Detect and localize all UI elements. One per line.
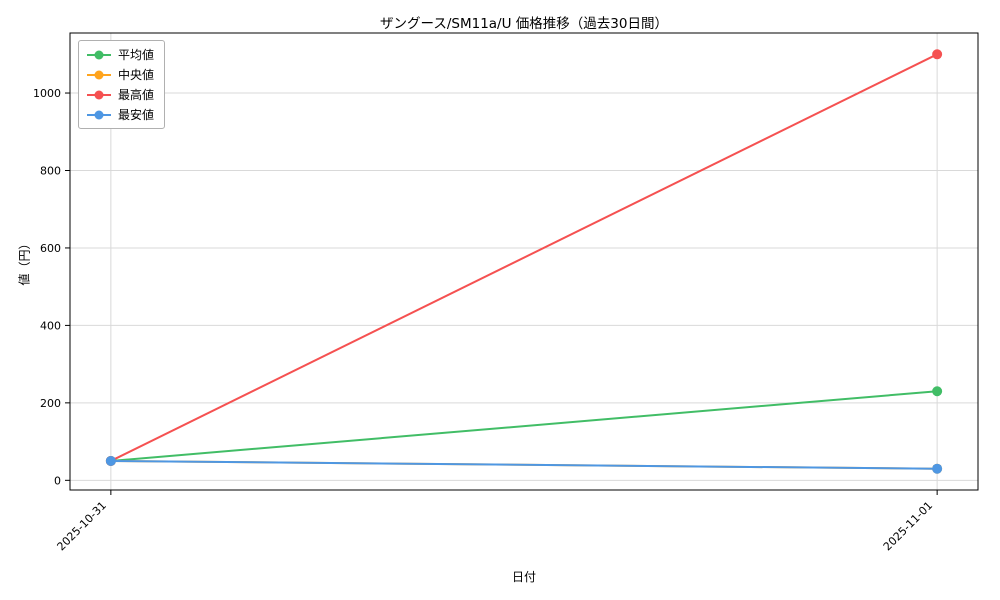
legend-marker-icon	[87, 50, 111, 59]
y-tick-label: 800	[40, 164, 61, 177]
series-marker	[932, 463, 943, 474]
legend-item: 最安値	[86, 106, 154, 123]
y-tick-label: 600	[40, 242, 61, 255]
legend-label: 中央値	[118, 68, 155, 82]
legend-label: 平均値	[118, 48, 155, 62]
x-tick-label: 2025-10-31	[55, 499, 109, 553]
series-marker	[105, 455, 116, 466]
y-tick-label: 200	[40, 397, 61, 410]
series-marker	[932, 49, 943, 60]
legend-item: 中央値	[86, 66, 154, 83]
chart-title: ザングース/SM11a/U 価格推移（過去30日間）	[380, 16, 668, 32]
legend-marker-icon	[87, 70, 111, 79]
y-tick-label: 0	[54, 474, 61, 487]
x-axis-label: 日付	[511, 570, 536, 584]
legend-item: 最高値	[86, 86, 154, 103]
series-line	[110, 390, 938, 462]
legend-marker-icon	[87, 110, 111, 119]
series-marker	[932, 386, 943, 397]
series-line	[110, 459, 938, 470]
legend-label: 最高値	[118, 88, 155, 102]
legend-item: 平均値	[86, 46, 154, 63]
legend: 平均値中央値最高値最安値	[78, 40, 166, 129]
series-line	[110, 53, 938, 462]
legend-label: 最安値	[118, 108, 155, 122]
y-tick-label: 400	[40, 319, 61, 332]
y-tick-label: 1000	[33, 87, 61, 100]
legend-marker-icon	[87, 90, 111, 99]
x-tick-label: 2025-11-01	[881, 499, 935, 553]
